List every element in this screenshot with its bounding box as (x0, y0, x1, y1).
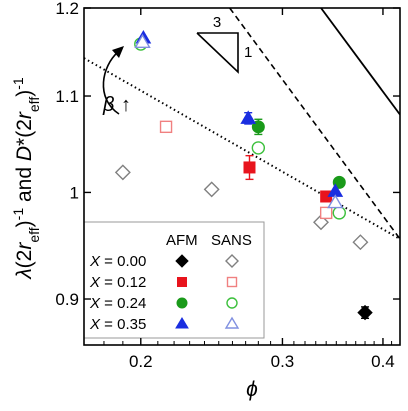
legend-marker-sans (224, 316, 240, 329)
slope-label-horizontal: 3 (213, 14, 221, 31)
y-tick-label: 0.9 (55, 290, 79, 309)
beta-up-arrow: ↑ (121, 94, 131, 116)
legend-marker-sans (226, 297, 238, 309)
legend-marker-afm (175, 317, 189, 329)
data-points (114, 29, 373, 321)
legend-label: X = 0.35 (89, 316, 146, 333)
point-afm-square (243, 161, 256, 174)
legend-label: X = 0.00 (89, 253, 146, 270)
legend-marker-sans (226, 276, 238, 288)
legend-header-sans: SANS (211, 232, 252, 249)
fit-line-dashed (229, 8, 400, 240)
point-afm-triangle (240, 110, 257, 124)
point-sans-circle (251, 141, 266, 155)
point-afm-diamond (357, 304, 373, 321)
beta-arrowhead (112, 46, 124, 58)
legend-marker-afm (176, 297, 188, 309)
fit-line-solid (320, 8, 400, 116)
y-tick-label: 1.2 (55, 0, 79, 18)
x-tick-label: 0.2 (129, 352, 153, 371)
point-sans-diamond (114, 164, 131, 181)
beta-arrow (102, 51, 120, 115)
point-sans-diamond (203, 181, 220, 198)
annotations: 3 1 β ↑ (102, 14, 252, 116)
beta-label: β (102, 94, 114, 116)
plot-frame (83, 7, 401, 346)
point-sans-circle (332, 206, 346, 220)
point-sans-triangle (134, 33, 151, 48)
legend-label: X = 0.24 (89, 295, 146, 312)
point-sans-triangle (327, 194, 344, 209)
legend-marker-afm (175, 254, 189, 268)
point-sans-square (319, 206, 333, 220)
x-tick-label: 0.4 (371, 352, 395, 371)
y-axis-title: λ(2reff)-1 and D*(2reff)-1 (10, 77, 42, 280)
point-sans-diamond (352, 234, 369, 251)
x-axis-title: ϕ (246, 378, 258, 401)
point-sans-square (159, 120, 173, 134)
fit-lines (84, 8, 400, 240)
legend: AFM SANS X = 0.00 X = 0.12 X = 0.24 X = 0.3… (83, 221, 265, 339)
slope-triangle (196, 32, 239, 74)
plot-area (83, 7, 401, 346)
legend-marker-afm (177, 277, 187, 287)
axis-ticks: 0.2 0.3 0.4 0.9 1 1.1 1.2 (55, 0, 400, 371)
legend-label: X = 0.12 (89, 274, 146, 291)
y-tick-label: 1 (70, 183, 79, 202)
slope-label-vertical: 1 (244, 44, 252, 61)
x-tick-label: 0.3 (271, 352, 295, 371)
y-tick-label: 1.1 (55, 87, 79, 106)
legend-header-afm: AFM (166, 232, 198, 249)
legend-marker-sans (225, 254, 239, 268)
fit-line-dotted (84, 57, 400, 240)
